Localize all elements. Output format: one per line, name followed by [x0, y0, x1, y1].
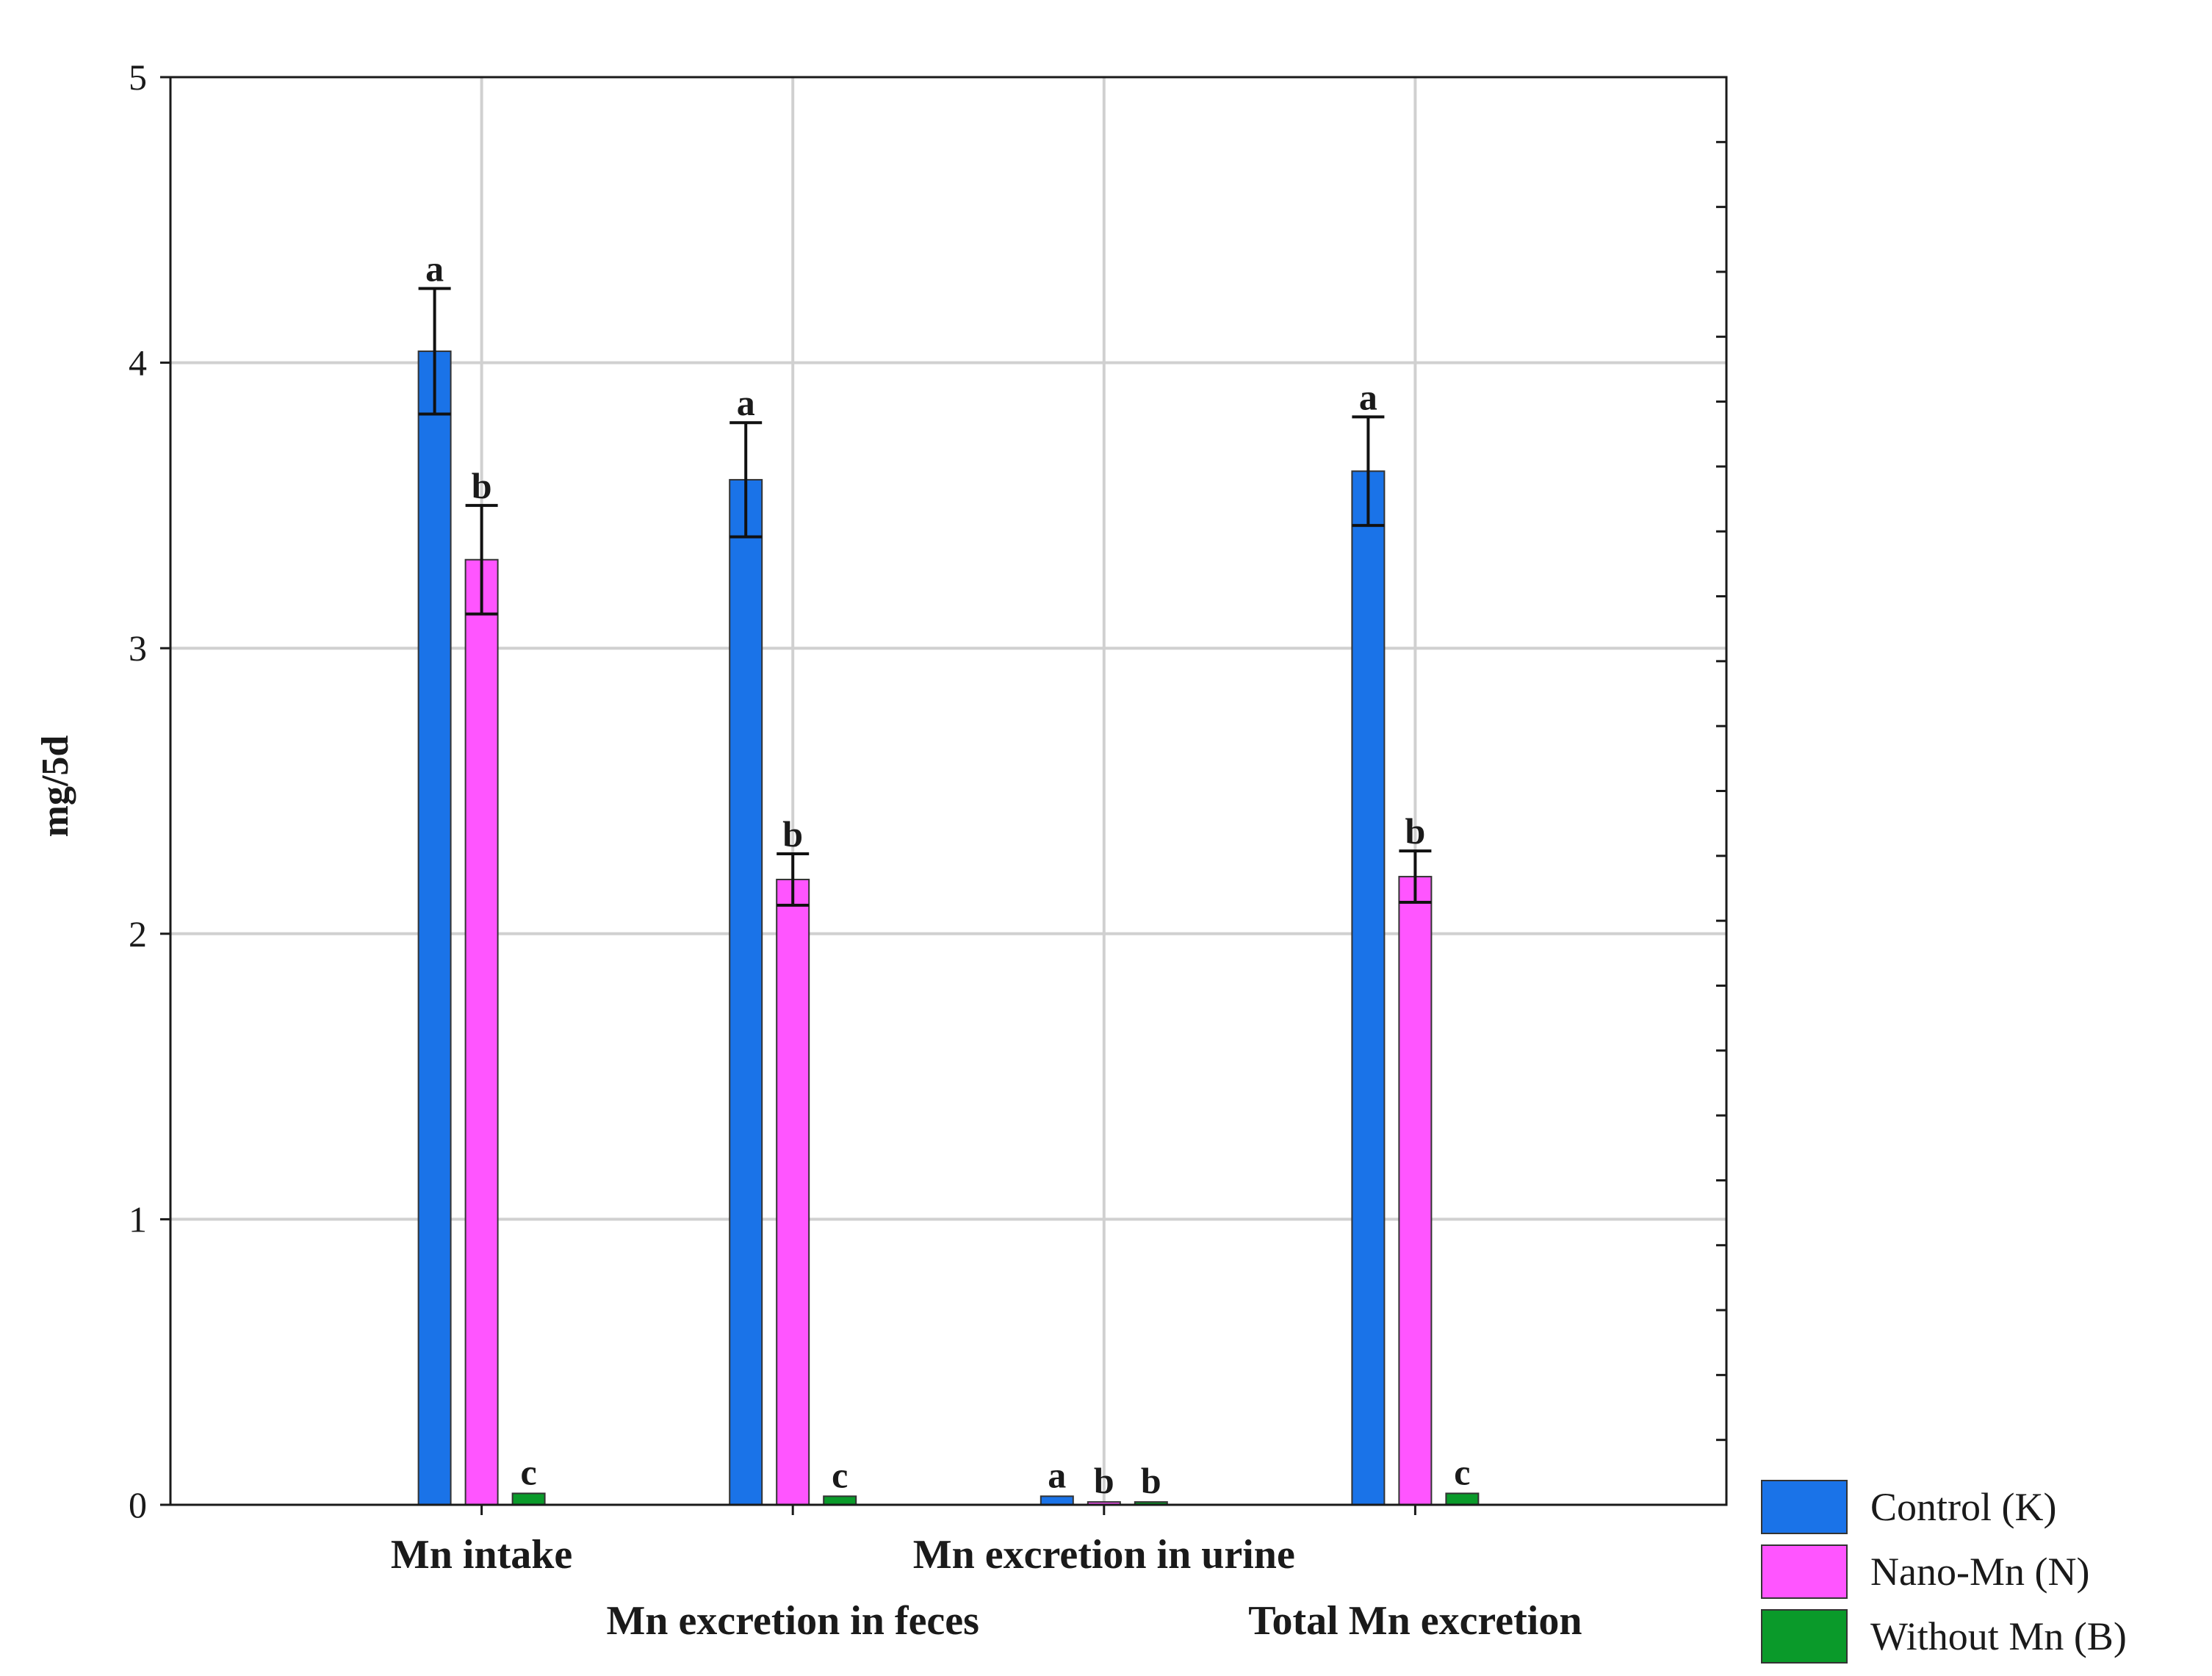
- significance-label: b: [1094, 1460, 1114, 1501]
- bar: [1040, 1495, 1074, 1506]
- category-label: Total Mn excretion: [1248, 1598, 1582, 1644]
- category-label: Mn excretion in urine: [913, 1532, 1295, 1578]
- y-axis: 0 1 2 3 4 5: [129, 57, 1726, 1525]
- significance-label: a: [1048, 1454, 1066, 1495]
- bar: [511, 1492, 546, 1506]
- bar: [1398, 876, 1433, 1506]
- grid: [170, 77, 1726, 1505]
- legend-label: Control (K): [1870, 1485, 2056, 1529]
- y-tick-label: 4: [129, 342, 147, 384]
- significance-label: c: [520, 1451, 536, 1492]
- category-label: Mn intake: [391, 1532, 572, 1578]
- bar: [1351, 470, 1386, 1506]
- legend-label: Without Mn (B): [1870, 1614, 2127, 1658]
- y-tick-label: 1: [129, 1198, 147, 1240]
- bar: [464, 558, 499, 1506]
- bar: [823, 1495, 857, 1506]
- y-axis-title: mg/5d: [35, 736, 76, 838]
- significance-label: c: [1454, 1451, 1470, 1492]
- y-tick-label: 0: [129, 1484, 147, 1525]
- x-axis: Mn intake Mn excretion in feces Mn excreti…: [391, 1532, 1582, 1644]
- significance-label: a: [425, 248, 444, 289]
- significance-label: c: [832, 1454, 848, 1495]
- bar: [417, 350, 452, 1506]
- bar: [729, 478, 763, 1506]
- y-tick-label: 2: [129, 913, 147, 954]
- significance-label: a: [1359, 376, 1377, 417]
- category-label: Mn excretion in feces: [606, 1598, 979, 1644]
- y-tick-label: 3: [129, 627, 147, 669]
- significance-label: b: [782, 813, 803, 855]
- legend: Control (K) Nano-Mn (N) Without Mn (B): [1761, 1480, 2127, 1664]
- significance-label: a: [737, 382, 755, 423]
- significance-label: b: [472, 465, 492, 506]
- plot-frame: [169, 76, 1728, 1506]
- significance-label: b: [1141, 1460, 1161, 1501]
- legend-swatch: [1761, 1480, 1848, 1534]
- legend-swatch: [1761, 1544, 1848, 1599]
- legend-label: Nano-Mn (N): [1870, 1550, 2089, 1594]
- significance-label: b: [1405, 810, 1425, 852]
- legend-swatch: [1761, 1609, 1848, 1664]
- bar: [1445, 1492, 1480, 1506]
- bar: [776, 878, 810, 1506]
- y-tick-label: 5: [129, 57, 147, 98]
